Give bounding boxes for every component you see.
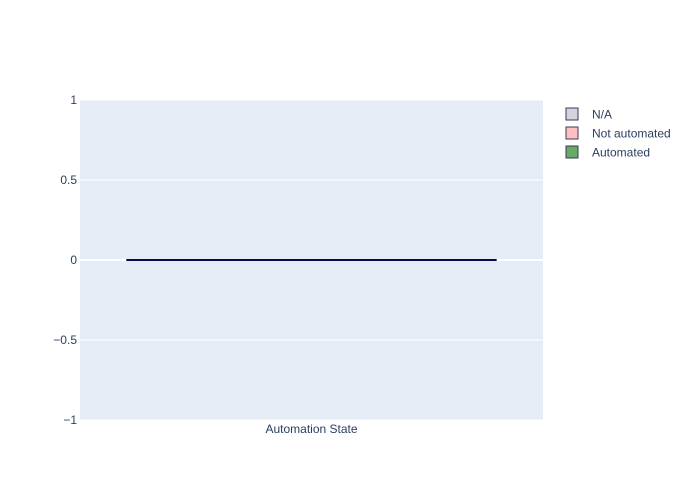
legend-item-n-a[interactable]: N/A bbox=[565, 107, 612, 122]
legend-item-not-automated[interactable]: Not automated bbox=[565, 126, 671, 141]
legend-swatch bbox=[565, 107, 579, 121]
legend-label: Not automated bbox=[592, 127, 671, 141]
y-axis-tick-labels: 1 0.5 0 −0.5 −1 bbox=[53, 93, 77, 427]
y-tick-label: −0.5 bbox=[53, 333, 77, 347]
legend-swatch bbox=[565, 126, 579, 140]
legend[interactable]: N/A Not automated Automated bbox=[565, 107, 671, 160]
y-tick-label: 0.5 bbox=[60, 173, 77, 187]
legend-swatch bbox=[565, 145, 579, 159]
y-tick-label: −1 bbox=[63, 413, 77, 427]
y-tick-label: 0 bbox=[70, 253, 77, 267]
x-axis-tick-labels: Automation State bbox=[265, 422, 357, 436]
x-tick-label: Automation State bbox=[265, 422, 357, 436]
legend-label: N/A bbox=[592, 108, 612, 122]
legend-item-automated[interactable]: Automated bbox=[565, 145, 650, 160]
y-tick-label: 1 bbox=[70, 93, 77, 107]
legend-label: Automated bbox=[592, 146, 650, 160]
